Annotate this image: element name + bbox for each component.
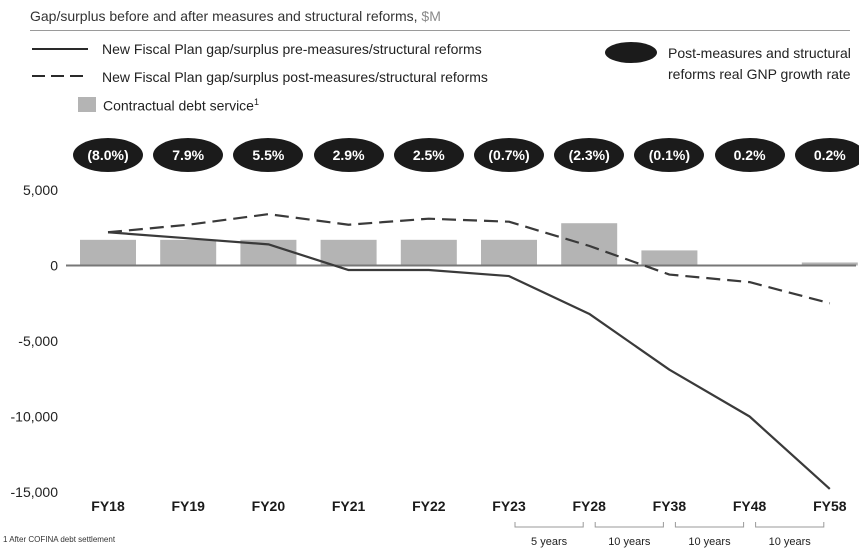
y-tick-label: -10,000 xyxy=(11,409,59,425)
legend-pre-measures: New Fiscal Plan gap/surplus pre-measures… xyxy=(102,41,482,57)
gnp-growth-pill: 2.9% xyxy=(313,138,384,172)
legend-dashed-line-swatch xyxy=(32,75,88,77)
x-tick-label: FY38 xyxy=(653,498,687,514)
gnp-growth-pill: (8.0%) xyxy=(73,138,143,172)
x-tick-label: FY22 xyxy=(412,498,446,514)
x-tick-label: FY21 xyxy=(332,498,366,514)
legend-gnp-line2: reforms real GNP growth rate xyxy=(668,66,851,82)
gnp-growth-pill: (0.7%) xyxy=(474,138,544,172)
title-divider xyxy=(30,30,850,31)
title-unit: $M xyxy=(421,8,441,24)
legend-gnp-line1: Post-measures and structural xyxy=(668,45,851,61)
debt-service-bar xyxy=(400,239,457,266)
x-tick-label: FY18 xyxy=(91,498,125,514)
gnp-growth-pill: 0.2% xyxy=(794,138,859,172)
gnp-growth-pill: 0.2% xyxy=(714,138,785,172)
debt-service-bar xyxy=(641,250,698,266)
gnp-growth-pill: 7.9% xyxy=(153,138,224,172)
title-text: Gap/surplus before and after measures an… xyxy=(30,8,422,24)
debt-service-bar xyxy=(801,262,858,266)
debt-service-bar xyxy=(80,239,136,266)
gnp-growth-pill: 5.5% xyxy=(233,138,304,172)
post-measures-line xyxy=(107,213,831,305)
y-tick-label: -5,000 xyxy=(18,333,58,349)
legend-bar-swatch xyxy=(78,97,96,112)
interval-label: 10 years xyxy=(769,536,812,548)
gnp-growth-pill: (2.3%) xyxy=(554,138,625,172)
legend-debt-service: Contractual debt service1 xyxy=(103,97,259,114)
interval-bracket xyxy=(594,522,664,528)
y-tick-label: 5,000 xyxy=(23,182,58,198)
x-tick-label: FY19 xyxy=(171,498,205,514)
interval-bracket xyxy=(674,522,745,528)
legend-solid-line-swatch xyxy=(32,48,88,50)
x-tick-label: FY20 xyxy=(252,498,286,514)
interval-label: 10 years xyxy=(608,536,651,548)
debt-service-bar xyxy=(160,239,217,266)
legend-debt-footnote-mark: 1 xyxy=(253,97,259,107)
footnote: 1 After COFINA debt settlement xyxy=(3,535,116,544)
pre-measures-line xyxy=(107,231,831,490)
x-tick-label: FY28 xyxy=(572,498,606,514)
legend-gnp-swatch xyxy=(605,42,657,63)
chart-title: Gap/surplus before and after measures an… xyxy=(30,8,441,24)
interval-label: 5 years xyxy=(531,536,568,548)
debt-service-bar xyxy=(561,223,618,266)
gnp-growth-pill: 2.5% xyxy=(393,138,464,172)
x-tick-label: FY23 xyxy=(492,498,526,514)
x-tick-label: FY58 xyxy=(813,498,847,514)
y-tick-label: 0 xyxy=(50,258,58,274)
legend-debt-label: Contractual debt service xyxy=(103,97,254,114)
interval-label: 10 years xyxy=(688,536,731,548)
legend-post-measures: New Fiscal Plan gap/surplus post-measure… xyxy=(102,69,488,85)
gnp-growth-pill: (0.1%) xyxy=(634,138,705,172)
debt-service-bar xyxy=(320,239,377,266)
y-tick-label: -15,000 xyxy=(11,484,59,500)
x-tick-label: FY48 xyxy=(733,498,767,514)
legend-gnp-growth: Post-measures and structural reforms rea… xyxy=(668,43,851,85)
debt-service-bar xyxy=(481,239,537,266)
interval-bracket xyxy=(514,522,584,528)
interval-bracket xyxy=(755,522,825,528)
